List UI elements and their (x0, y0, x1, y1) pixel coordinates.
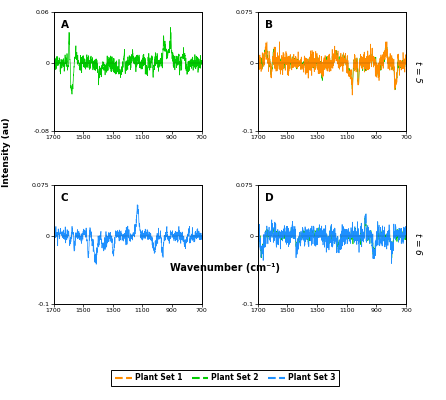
Text: C: C (61, 193, 69, 203)
Text: A: A (61, 20, 69, 30)
Text: B: B (265, 20, 273, 30)
Text: Wavenumber (cm⁻¹): Wavenumber (cm⁻¹) (170, 263, 280, 273)
Text: $t$ = 5: $t$ = 5 (413, 60, 424, 84)
Legend: Plant Set 1, Plant Set 2, Plant Set 3: Plant Set 1, Plant Set 2, Plant Set 3 (111, 370, 339, 386)
Text: Intensity (au): Intensity (au) (2, 117, 11, 187)
Text: D: D (265, 193, 274, 203)
Text: $t$ = 6: $t$ = 6 (413, 232, 424, 256)
